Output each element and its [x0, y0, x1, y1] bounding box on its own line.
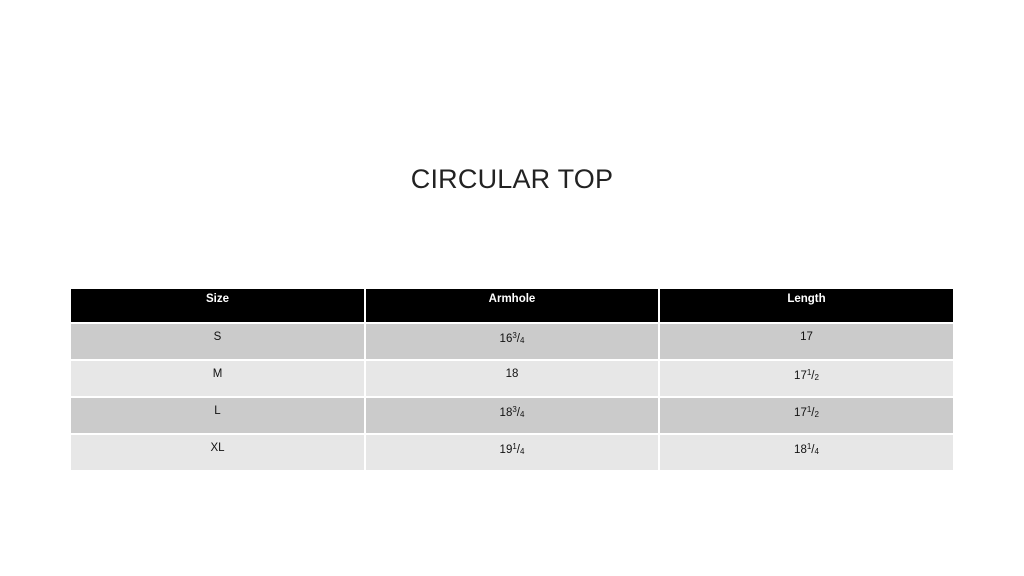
length-cell-whole: 17 [794, 370, 807, 382]
header-length: Length [658, 287, 953, 324]
armhole-cell: 183/4 [364, 396, 660, 435]
armhole-cell-whole: 16 [499, 333, 513, 345]
armhole-cell-numerator: 3 [512, 405, 517, 414]
length-cell-whole: 18 [794, 444, 807, 456]
length-cell-denominator: 2 [814, 373, 819, 382]
armhole-cell-numerator: 1 [512, 442, 517, 451]
armhole-cell-numerator: 3 [512, 331, 517, 340]
size-table: Size Armhole Length S 163/4 17 M 18 171/2 L 183… [71, 287, 953, 472]
armhole-cell: 163/4 [364, 322, 660, 361]
length-cell: 181/4 [658, 433, 953, 472]
table-header-row: Size Armhole Length [71, 287, 953, 324]
length-cell: 171/2 [658, 359, 953, 398]
armhole-cell: 18 [364, 359, 660, 398]
length-cell-numerator: 1 [806, 405, 812, 414]
fraction-slash: / [811, 444, 815, 456]
table-row: M 18 171/2 [71, 359, 953, 398]
length-cell-denominator: 2 [814, 410, 819, 419]
table-row: XL 191/4 181/4 [71, 433, 953, 472]
length-cell-denominator: 4 [814, 447, 819, 456]
fraction-slash: / [811, 407, 815, 419]
length-cell: 17 [658, 322, 953, 361]
length-cell-whole: 17 [800, 331, 813, 343]
slide-title: CIRCULAR TOP [410, 164, 614, 194]
fraction-slash: / [811, 370, 815, 382]
armhole-cell-denominator: 4 [520, 336, 525, 345]
length-cell: 171/2 [658, 396, 953, 435]
header-armhole: Armhole [364, 287, 660, 324]
table-row: S 163/4 17 [71, 322, 953, 361]
armhole-cell-whole: 18 [505, 368, 519, 380]
header-size: Size [71, 287, 366, 324]
armhole-cell-denominator: 4 [520, 447, 525, 456]
fraction-slash: / [516, 407, 520, 419]
size-cell: L [71, 396, 366, 435]
length-cell-numerator: 1 [806, 368, 812, 377]
armhole-cell: 191/4 [364, 433, 660, 472]
fraction-slash: / [516, 444, 520, 456]
length-cell-whole: 17 [794, 407, 807, 419]
armhole-cell-whole: 18 [499, 407, 513, 419]
fraction-slash: / [516, 333, 520, 345]
table-row: L 183/4 171/2 [71, 396, 953, 435]
size-cell: S [71, 322, 366, 361]
armhole-cell-denominator: 4 [520, 410, 525, 419]
size-cell: XL [71, 433, 366, 472]
armhole-cell-whole: 19 [499, 444, 513, 456]
length-cell-numerator: 1 [806, 442, 812, 451]
size-cell: M [71, 359, 366, 398]
